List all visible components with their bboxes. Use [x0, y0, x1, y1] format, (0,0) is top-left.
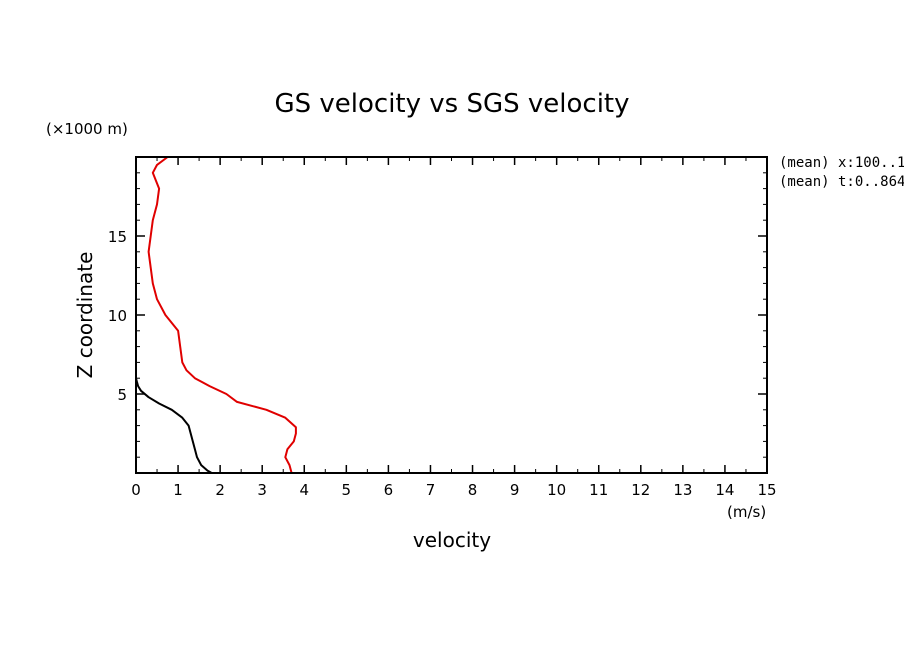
y-tick-label: 5: [117, 386, 127, 404]
x-axis-label: velocity: [413, 528, 491, 552]
x-tick-label: 10: [547, 481, 566, 499]
x-tick-label: 14: [715, 481, 734, 499]
x-tick-label: 13: [673, 481, 692, 499]
x-tick-label: 12: [631, 481, 650, 499]
x-tick-label: 6: [384, 481, 394, 499]
annotation-mean-t: (mean) t:0..864: [779, 174, 904, 190]
x-tick-label: 8: [468, 481, 478, 499]
x-tick-label: 4: [299, 481, 309, 499]
x-axis-unit: (m/s): [727, 503, 766, 521]
y-tick-label: 15: [108, 228, 127, 246]
x-tick-label: 7: [426, 481, 436, 499]
x-tick-label: 3: [257, 481, 267, 499]
x-tick-label: 9: [510, 481, 520, 499]
x-tick-label: 11: [589, 481, 608, 499]
chart-title: GS velocity vs SGS velocity: [274, 89, 629, 119]
y-axis-unit: (×1000 m): [46, 120, 128, 138]
plot-frame: [135, 156, 768, 474]
series-layer: [135, 156, 297, 474]
x-tick-label: 1: [173, 481, 183, 499]
x-tick-label: 0: [131, 481, 141, 499]
x-tick-label: 5: [342, 481, 352, 499]
y-axis-label: Z coordinate: [73, 252, 97, 379]
x-tick-label: 2: [215, 481, 225, 499]
y-tick-label: 10: [108, 307, 127, 325]
annotation-mean-x: (mean) x:100..1: [779, 155, 904, 171]
gs-velocity-line: [135, 377, 213, 474]
sgs-velocity-line: [147, 156, 297, 474]
x-tick-label: 15: [757, 481, 776, 499]
